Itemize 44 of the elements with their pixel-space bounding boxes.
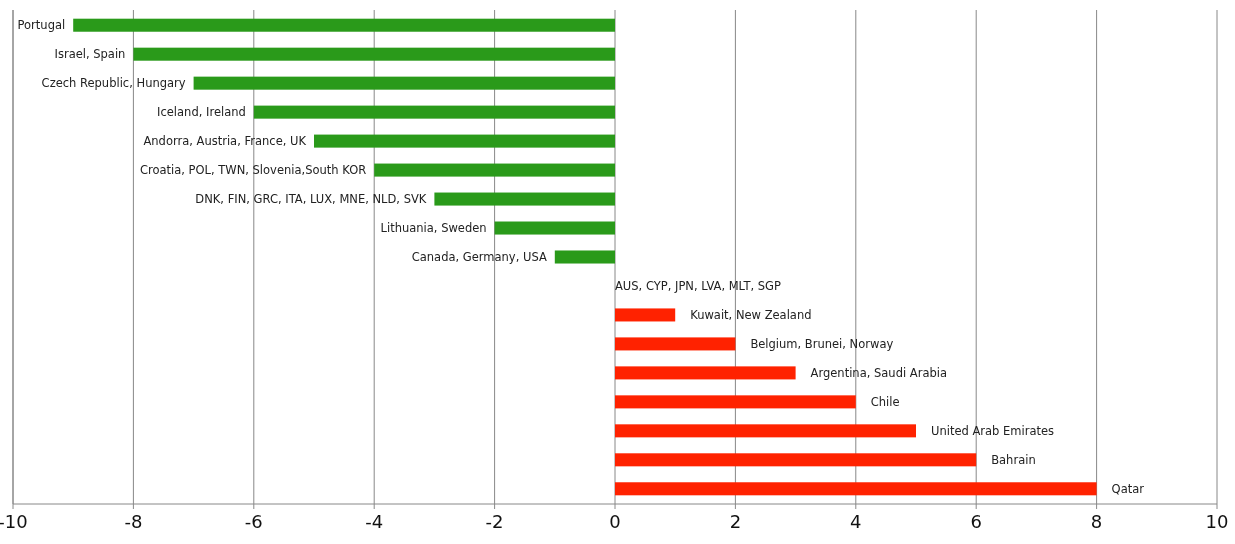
bar (615, 482, 1097, 496)
bar (193, 76, 615, 90)
bar (615, 337, 736, 351)
y-tick-label: Lithuania, Sweden (380, 221, 487, 236)
y-tick-label: Chile (870, 394, 900, 409)
y-tick-label: Qatar (1111, 481, 1145, 496)
y-tick-label: Portugal (17, 18, 66, 33)
y-tick-label: DNK, FIN, GRC, ITA, LUX, MNE, NLD, SVK (195, 192, 427, 207)
bar (615, 424, 916, 438)
bar (615, 453, 977, 467)
x-tick-label: 8 (1090, 511, 1103, 532)
y-tick-label: Argentina, Saudi Arabia (810, 365, 947, 380)
bar (554, 250, 615, 264)
y-tick-label: Andorra, Austria, France, UK (143, 134, 307, 149)
bar (615, 308, 676, 322)
x-tick-label: 0 (609, 511, 621, 532)
y-tick-label: Belgium, Brunei, Norway (750, 336, 894, 351)
y-tick-label: Israel, Spain (54, 47, 126, 62)
bar (314, 134, 615, 148)
y-tick-label: Kuwait, New Zealand (690, 307, 812, 322)
bar (615, 395, 856, 409)
x-tick-label: -4 (365, 511, 384, 532)
x-tick-label: -6 (244, 511, 263, 532)
bar (615, 366, 796, 380)
x-tick-label: 4 (850, 511, 862, 532)
x-tick-label: -8 (124, 511, 143, 532)
bar (133, 47, 615, 61)
y-tick-label: AUS, CYP, JPN, LVA, MLT, SGP (615, 279, 781, 293)
bar (73, 18, 615, 32)
x-tick-label: -2 (485, 511, 504, 532)
y-tick-label: Croatia, POL, TWN, Slovenia,South KOR (139, 163, 367, 178)
x-tick-label: -10 (0, 511, 28, 532)
x-tick-label: 10 (1205, 511, 1229, 532)
x-tick-label: 6 (970, 511, 982, 532)
bar (494, 221, 615, 235)
x-tick-label: 2 (729, 511, 742, 532)
bar (374, 163, 615, 177)
y-tick-label: Iceland, Ireland (157, 105, 246, 120)
bar (253, 105, 615, 119)
y-tick-label: Czech Republic, Hungary (41, 76, 186, 91)
bar (434, 192, 615, 206)
y-tick-label: United Arab Emirates (931, 423, 1055, 438)
y-tick-label: Bahrain (991, 452, 1036, 467)
y-tick-label: Canada, Germany, USA (411, 250, 547, 265)
